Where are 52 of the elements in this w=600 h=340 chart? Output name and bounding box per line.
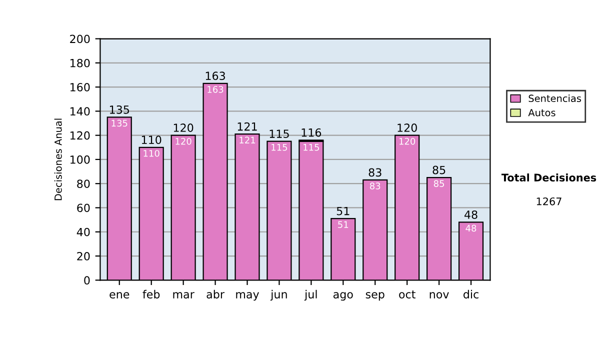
total-label: 83 — [368, 168, 382, 177]
y-tick-label: 60 — [77, 204, 90, 212]
x-tick-label: feb — [142, 290, 160, 298]
total-label: 85 — [432, 166, 446, 174]
y-tick-label: 180 — [70, 58, 90, 68]
text: 1267 — [536, 197, 562, 206]
total-label: 116 — [302, 128, 322, 137]
x-tick-label: oct — [399, 290, 416, 298]
total-label: 48 — [464, 210, 478, 219]
data-label: 121 — [240, 136, 256, 144]
y-tick-label: 0 — [84, 276, 90, 285]
total-label: 121 — [238, 122, 257, 131]
y-tick-label: 20 — [77, 252, 90, 260]
total-label: 135 — [110, 105, 130, 114]
x-tick-label: nov — [430, 292, 449, 298]
data-label: 115 — [304, 144, 320, 151]
legend-label: Sentencias — [528, 94, 582, 102]
data-label: 163 — [208, 86, 224, 93]
total-label: 120 — [174, 124, 194, 132]
y-tick-label: 80 — [77, 180, 90, 188]
total-label: 51 — [336, 206, 350, 216]
data-label: 83 — [370, 182, 380, 190]
data-label: 51 — [338, 221, 348, 228]
data-label: 48 — [466, 224, 476, 232]
data-label: 135 — [112, 120, 128, 127]
x-tick-label: may — [236, 292, 260, 301]
data-label: 120 — [176, 138, 192, 145]
text: Total Decisiones — [501, 173, 596, 182]
data-label: 115 — [272, 144, 288, 151]
y-axis-title: Decisiones Anual — [54, 118, 62, 200]
y-tick-label: 200 — [70, 34, 90, 44]
x-tick-label: jul — [304, 290, 317, 301]
y-tick-label: 40 — [76, 228, 90, 236]
x-tick-label: sep — [366, 292, 384, 301]
legend-label: Autos — [528, 109, 556, 116]
total-label: 115 — [270, 130, 289, 138]
total-label: 120 — [398, 124, 417, 132]
y-tick-label: 120 — [70, 131, 90, 140]
y-tick-label: 140 — [70, 107, 90, 116]
data-label: 110 — [144, 150, 160, 157]
data-label: 85 — [434, 180, 444, 187]
y-tick-label: 160 — [70, 83, 90, 92]
data-label: 120 — [399, 138, 416, 145]
y-tick-label: 100 — [70, 155, 90, 164]
x-tick-label: jun — [270, 290, 287, 301]
x-tick-label: ago — [333, 292, 353, 301]
x-tick-label: abr — [206, 290, 224, 298]
total-label: 110 — [142, 136, 162, 144]
total-label: 163 — [206, 72, 225, 80]
x-tick-label: mar — [173, 292, 194, 298]
x-tick-label: dic — [464, 290, 478, 298]
x-tick-label: ene — [110, 292, 130, 298]
